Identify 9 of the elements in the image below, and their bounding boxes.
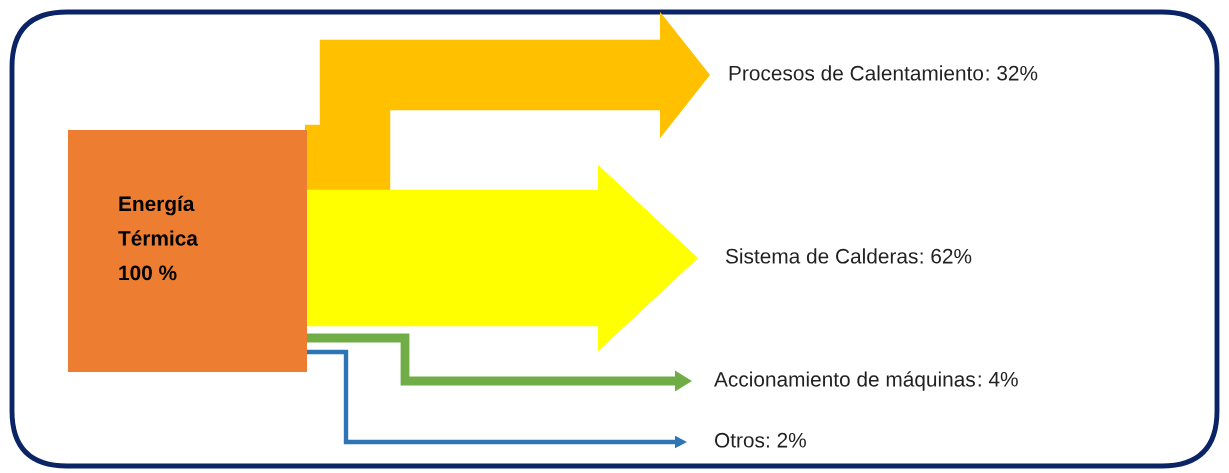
data-label: : 4% xyxy=(978,371,1018,387)
category-label: Sistema de Calderas xyxy=(725,248,918,264)
category-label: Procesos de Calentamiento xyxy=(729,65,984,81)
category-label: Accionamiento de máquinas xyxy=(714,371,975,391)
data-label: : 32% xyxy=(986,65,1038,81)
text: Energía Térmica 100 % xyxy=(118,195,199,281)
data-label: : 62% xyxy=(920,248,972,264)
data-label: : 2% xyxy=(766,432,806,448)
category-label: Otros xyxy=(714,432,765,448)
